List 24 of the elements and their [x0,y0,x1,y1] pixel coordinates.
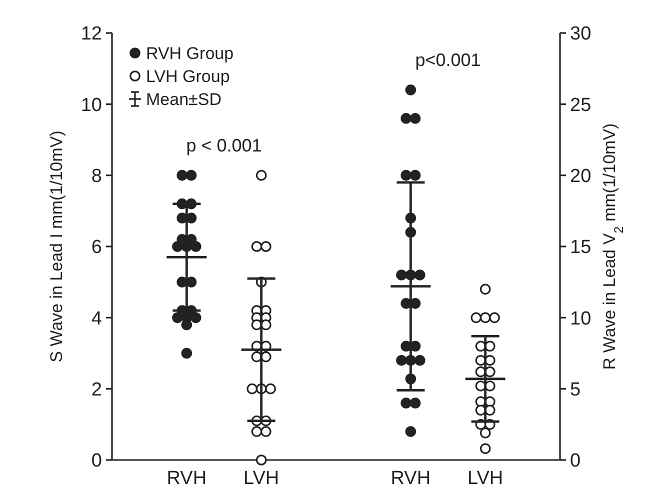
y-tick-label: 5 [570,379,581,400]
y-tick-label: 0 [91,450,102,472]
legend-label: RVH Group [146,44,234,63]
y-tick-label: 25 [570,94,592,116]
y-tick-label: 20 [570,166,592,187]
y-axis-title: S Wave in Lead I mm(1/10mV) [47,130,66,362]
x-tick-label: LVH [244,468,280,489]
y-tick-label: 30 [570,24,592,45]
y-tick-label: 6 [91,237,102,258]
y-tick-label: 15 [570,237,592,258]
y-tick-label: 8 [91,166,102,187]
y-tick-label: 2 [91,379,102,400]
annotation: p<0.001 [415,50,481,70]
x-tick-label: RVH [390,468,431,489]
y-tick-label: 4 [91,308,102,330]
legend-label: LVH Group [146,66,230,86]
annotation: p < 0.001 [186,135,262,156]
legend-label: Mean±SD [146,90,222,109]
y-tick-label: 10 [80,94,102,116]
x-tick-label: RVH [166,468,207,489]
y-tick-label: 10 [570,308,592,330]
y-tick-label: 12 [80,24,102,45]
x-tick-label: LVH [468,468,504,489]
y-tick-label: 0 [570,450,581,472]
